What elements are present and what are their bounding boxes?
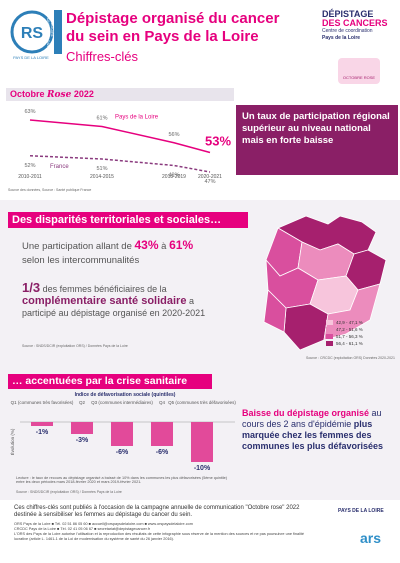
source: Source : SNDS/DCIR (exploitation ORS) / … <box>16 490 122 494</box>
value-label: 63% <box>24 109 35 115</box>
logo-text: Centre de coordination <box>322 28 373 34</box>
value-label: -6% <box>156 449 169 456</box>
text: selon les intercommunalités <box>22 255 140 266</box>
legend-swatch <box>326 341 333 346</box>
badge: OCTOBRE ROSE <box>338 58 380 84</box>
x-tick-label: Q3 (communes intermédiaires) <box>91 400 153 405</box>
logo-text: OBSERVATOIRE RÉGIONAL DE LA SANTÉ <box>46 10 54 52</box>
logo-text: DES CANCERS <box>322 18 388 28</box>
legend-swatch <box>326 327 333 332</box>
value-label: 61% <box>96 116 107 122</box>
banner: Octobre Rose 2022 <box>6 88 234 101</box>
text: L'ORS des Pays de la Loire autorise l'ut… <box>14 532 304 541</box>
logo-text: Pays de la Loire <box>322 35 361 41</box>
section-heading: … accentuées par la crise sanitaire <box>8 374 212 389</box>
series-name: France <box>50 164 69 170</box>
value-label: 56% <box>168 132 179 138</box>
text: Une participation allant de <box>22 241 135 252</box>
text: a participé au dépistage organisé en 202… <box>22 296 206 318</box>
value-label: -6% <box>116 449 129 456</box>
callout: Un taux de participation régional supéri… <box>236 105 398 175</box>
bar <box>71 422 93 434</box>
legend-swatch <box>326 334 333 339</box>
value-label: -10% <box>194 465 211 472</box>
x-tick-label: Q5 (communes très défavorisées) <box>168 400 236 405</box>
crcdc-logo: DÉPISTAGE DES CANCERS Centre de coordinat… <box>322 9 388 42</box>
bar <box>111 422 133 446</box>
bar <box>191 422 213 462</box>
logo-text: PAYS DE LA LOIRE <box>13 55 49 60</box>
value-label: 52% <box>24 163 35 169</box>
legend-item: 47,2 - 51,6 % <box>326 327 363 332</box>
x-tick-label: 2020-2021 <box>198 174 222 180</box>
text: CRCDC Pays de la Loire ■ Tél. 02 41 05 0… <box>14 527 151 531</box>
text: Baisse du dépistage organisé <box>242 408 370 418</box>
bar-chart: Indice de défavorisation sociale (quinti… <box>9 392 236 472</box>
value-label: 49% <box>168 173 179 179</box>
logo-ars: ars <box>360 530 382 546</box>
title: Dépistage organisé du cancer du sein en … <box>66 10 280 45</box>
ors-logo: RS <box>10 10 62 54</box>
legend: 42,9 - 47,1 % 47,2 - 51,6 % 51,7 - 56,3 % 5… <box>326 320 363 348</box>
logo-text: DÉPISTAGE <box>322 9 374 19</box>
source: Source : SNDS/DCIR (exploitation ORS) / … <box>22 344 128 348</box>
footer-intro: Ces chiffres-clés sont publiés à l'occas… <box>14 505 300 518</box>
legend-item: 42,9 - 47,1 % <box>326 320 363 325</box>
source: Source : CRCDC (exploitation ORS) Donnée… <box>306 356 395 360</box>
value-label: 47% <box>204 179 215 184</box>
region <box>283 303 329 351</box>
x-tick-label: 2010-2011 <box>18 174 42 180</box>
legend-label: 56,4 - 61,1 % <box>336 341 363 346</box>
footer-lines: ORS Pays de la Loire ■ Tél. 02 51 86 05 … <box>14 522 319 542</box>
value-label: -1% <box>36 429 49 436</box>
text: plus marquée chez les femmes des commune… <box>242 419 384 451</box>
key-figure: 1/3 des femmes bénéficiaires de la compl… <box>22 280 222 319</box>
subtitle: Chiffres-clés <box>66 49 139 64</box>
figure: 1/3 <box>22 280 41 295</box>
note: Lecture : le taux de recours au dépistag… <box>16 476 228 484</box>
logo-region: PAYS DE LA LOIRE <box>338 508 384 514</box>
line <box>29 119 211 154</box>
callout: Baisse du dépistage organisé au cours de… <box>242 408 392 452</box>
text: au cours des 2 ans d'épidémie <box>242 408 382 429</box>
text: des femmes bénéficiaires de la <box>40 284 167 294</box>
value-label: 53% <box>205 134 231 149</box>
line <box>29 155 211 173</box>
legend-label: 47,2 - 51,6 % <box>336 327 363 332</box>
figure: 43% <box>134 238 159 252</box>
x-tick-label: Q4 <box>159 400 166 405</box>
x-tick-label: Q1 (communes très favorisées) <box>11 400 74 405</box>
region <box>323 283 381 341</box>
chart-title: Indice de défavorisation sociale (quinti… <box>75 392 176 398</box>
legend-label: 51,7 - 56,3 % <box>336 334 363 339</box>
map <box>263 215 387 351</box>
text: à <box>158 241 170 252</box>
series-name: Pays de la Loire <box>115 115 159 121</box>
legend-swatch <box>326 320 333 325</box>
bar <box>151 422 173 446</box>
legend-item: 51,7 - 56,3 % <box>326 334 363 339</box>
svg-text:RS: RS <box>21 25 44 42</box>
text: complémentaire santé solidaire <box>22 295 187 307</box>
source: Source des données, Source : Santé publi… <box>8 188 92 192</box>
region <box>263 289 287 333</box>
key-figure: Une participation allant de 43% à 61% sel… <box>22 238 252 268</box>
legend-label: 42,9 - 47,1 % <box>336 320 363 325</box>
line-chart: 2010-2011 2014-2015 2018-2019 2020-2021 63% 6… <box>18 109 231 184</box>
text: ORS Pays de la Loire ■ Tél. 02 51 86 05 … <box>14 522 193 526</box>
x-tick-label: 2018-2019 <box>162 174 186 180</box>
x-tick-label: Q2 <box>79 400 86 405</box>
legend-item: 56,4 - 61,1 % <box>326 341 363 346</box>
value-label: -3% <box>76 437 89 444</box>
figure: 61% <box>169 238 194 252</box>
value-label: 51% <box>96 166 107 172</box>
bar <box>31 422 53 426</box>
y-label: Évolution (%) <box>9 428 15 455</box>
section-heading: Des disparités territoriales et sociales… <box>8 212 248 228</box>
x-tick-label: 2014-2015 <box>90 174 114 180</box>
